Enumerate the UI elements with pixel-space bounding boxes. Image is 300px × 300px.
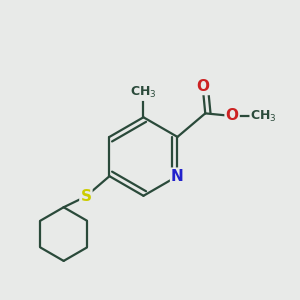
Text: O: O: [196, 79, 209, 94]
Text: S: S: [80, 189, 92, 204]
Text: CH$_3$: CH$_3$: [130, 85, 157, 100]
Text: N: N: [171, 169, 184, 184]
Text: CH$_3$: CH$_3$: [250, 108, 277, 124]
Text: O: O: [226, 109, 238, 124]
